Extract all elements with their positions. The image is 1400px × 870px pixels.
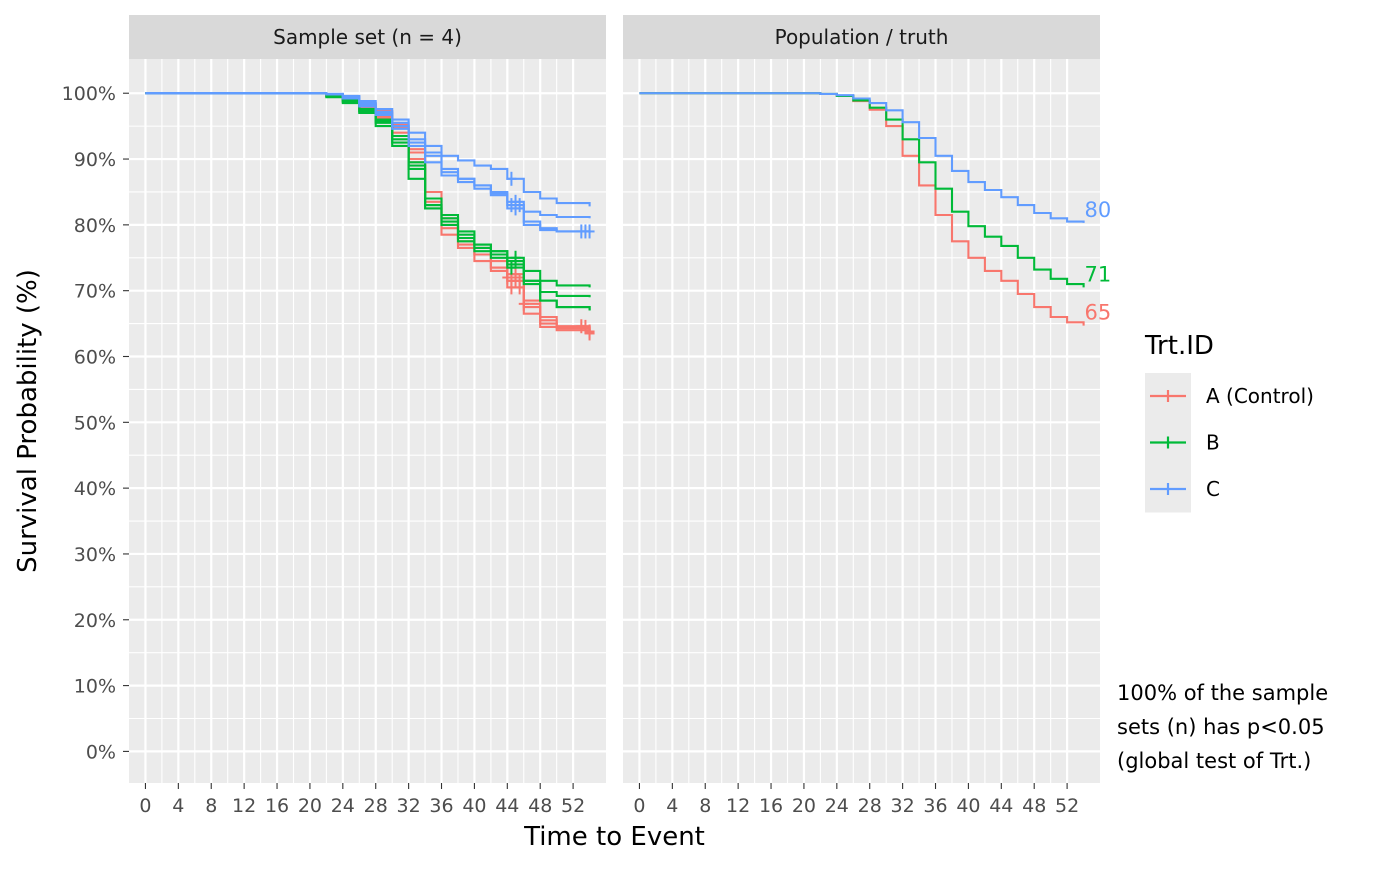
- x-tick-label: 4: [666, 795, 678, 817]
- x-tick-label: 36: [923, 795, 947, 817]
- y-tick-label: 0%: [86, 741, 116, 763]
- x-tick-label: 52: [1055, 795, 1079, 817]
- x-tick-label: 16: [265, 795, 289, 817]
- x-tick-label: 20: [792, 795, 816, 817]
- x-tick-label: 12: [232, 795, 256, 817]
- annotation-line: sets (n) has p<0.05: [1117, 715, 1325, 739]
- x-tick-label: 24: [825, 795, 849, 817]
- y-tick-label: 60%: [74, 346, 116, 368]
- y-tick-label: 50%: [74, 412, 116, 434]
- x-tick-label: 16: [759, 795, 783, 817]
- y-tick-label: 10%: [74, 676, 116, 698]
- x-tick-label: 28: [858, 795, 882, 817]
- x-tick-label: 12: [726, 795, 750, 817]
- y-tick-label: 30%: [74, 544, 116, 566]
- y-tick-label: 80%: [74, 215, 116, 237]
- curve-end-label: 80: [1084, 198, 1111, 222]
- y-tick-label: 20%: [74, 610, 116, 632]
- panel-background: [129, 59, 606, 783]
- curve-end-label: 65: [1084, 301, 1111, 325]
- x-tick-label: 24: [331, 795, 355, 817]
- x-tick-label: 40: [956, 795, 980, 817]
- x-tick-label: 40: [462, 795, 486, 817]
- y-tick-label: 90%: [74, 149, 116, 171]
- x-tick-label: 32: [397, 795, 421, 817]
- legend-title: Trt.ID: [1144, 331, 1214, 361]
- annotation-line: (global test of Trt.): [1117, 749, 1312, 773]
- facet-strip-label: Population / truth: [775, 25, 949, 49]
- x-tick-label: 44: [495, 795, 519, 817]
- x-tick-label: 4: [172, 795, 184, 817]
- legend-label: A (Control): [1206, 384, 1314, 408]
- x-tick-label: 32: [891, 795, 915, 817]
- x-tick-label: 48: [1022, 795, 1046, 817]
- y-tick-label: 70%: [74, 281, 116, 303]
- x-tick-label: 0: [139, 795, 151, 817]
- annotation-line: 100% of the sample: [1117, 681, 1329, 705]
- y-axis-title: Survival Probability (%): [13, 269, 43, 573]
- legend-label: C: [1206, 477, 1220, 501]
- panel-background: [623, 59, 1100, 783]
- survival-curve: [145, 92, 591, 233]
- x-tick-label: 44: [989, 795, 1013, 817]
- survival-curve: [145, 92, 591, 311]
- facet-strip-label: Sample set (n = 4): [273, 25, 462, 49]
- survival-curve: [639, 92, 1085, 223]
- x-tick-label: 36: [429, 795, 453, 817]
- y-tick-label: 40%: [74, 478, 116, 500]
- facet-strip: [623, 15, 1100, 59]
- x-tick-label: 8: [699, 795, 711, 817]
- x-tick-label: 0: [633, 795, 645, 817]
- facet-strip: [129, 15, 606, 59]
- legend-label: B: [1206, 431, 1220, 455]
- x-tick-label: 52: [561, 795, 585, 817]
- x-tick-label: 20: [298, 795, 322, 817]
- x-tick-label: 28: [364, 795, 388, 817]
- x-tick-label: 8: [205, 795, 217, 817]
- significance-annotation: 100% of the sample sets (n) has p<0.05 (…: [1117, 676, 1387, 778]
- x-axis-title: Time to Event: [523, 822, 705, 852]
- curve-end-label: 71: [1084, 262, 1111, 286]
- y-tick-label: 100%: [62, 83, 116, 105]
- x-tick-label: 48: [528, 795, 552, 817]
